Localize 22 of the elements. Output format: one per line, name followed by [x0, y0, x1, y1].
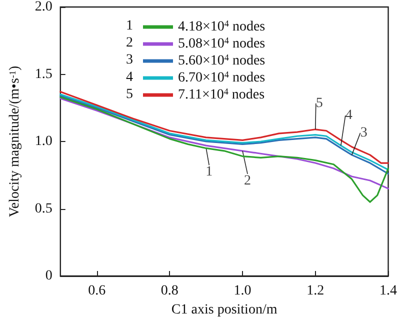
annotation: 4	[345, 108, 352, 124]
text: 4	[126, 70, 133, 85]
text: 1	[126, 18, 133, 34]
x-tick-label: 0.8	[160, 284, 178, 298]
y-tick-label: 0	[45, 268, 52, 284]
annotation: 5	[316, 96, 323, 111]
y-axis-title: Velocity magnitude/(m•s-1)	[8, 66, 22, 218]
x-axis-title: C1 axis position/m	[171, 302, 278, 318]
x-tick-label: 1.0	[234, 284, 252, 298]
y-tick-label: 1.5	[34, 66, 52, 82]
y-tick-label: 0.5	[34, 201, 52, 216]
text: 3	[126, 52, 133, 68]
annotation: 1	[206, 164, 213, 180]
y-tick-label: 2.0	[34, 0, 52, 14]
text: 5	[126, 86, 133, 102]
x-tick-label: 1.4	[380, 284, 397, 298]
x-tick-label: 1.2	[306, 284, 324, 298]
text: 2	[126, 36, 133, 51]
annotation: 3	[360, 125, 368, 140]
annotation: 2	[244, 173, 252, 188]
x-tick-label: 0.6	[88, 284, 106, 298]
y-tick-label: 1.0	[34, 134, 52, 149]
